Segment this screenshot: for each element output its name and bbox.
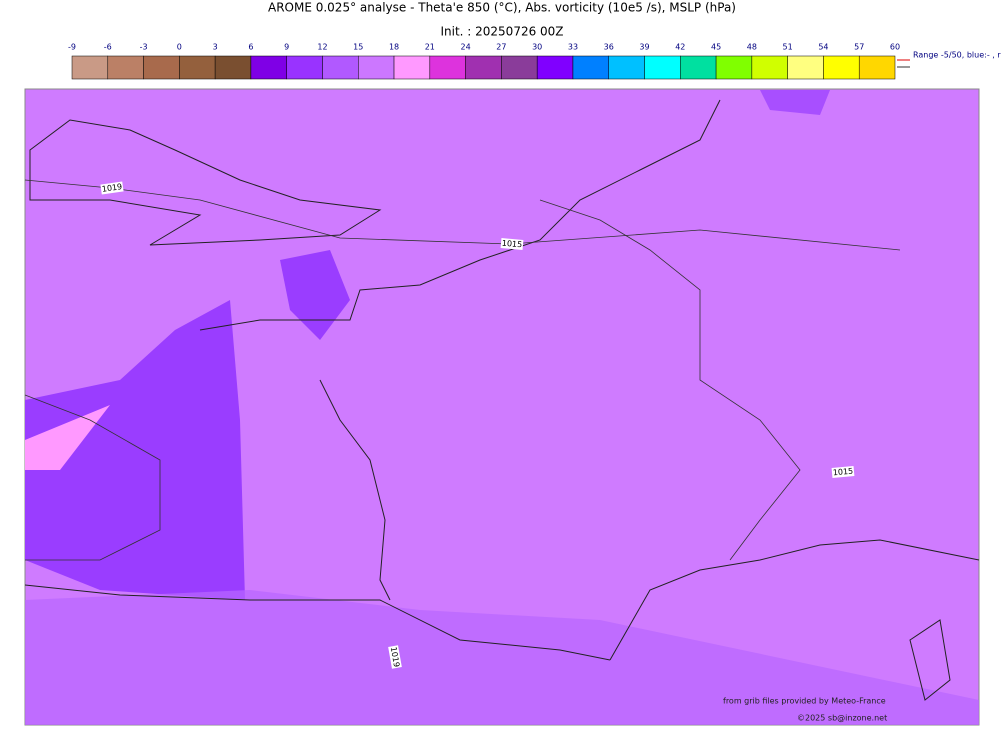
coastline-channel xyxy=(199,99,721,331)
colorbar-segment xyxy=(143,55,180,80)
title: AROME 0.025° analyse - Theta'e 850 (°C),… xyxy=(268,1,736,15)
credit: from grib files provided by Meteo-France xyxy=(723,697,886,706)
colorbar-tick-label: 3 xyxy=(213,43,218,52)
border-east xyxy=(539,199,801,561)
colorbar-segment xyxy=(680,55,717,80)
colorbar-tick-label: 60 xyxy=(890,43,900,52)
colorbar-tick-label: -3 xyxy=(140,43,148,52)
isobar-label-bg xyxy=(831,466,855,478)
isobar-label-group: 1015 xyxy=(500,238,524,250)
warm-patch xyxy=(25,405,110,470)
vorticity-band xyxy=(25,300,245,600)
colorbar-tick-label: 30 xyxy=(532,43,542,52)
map xyxy=(24,88,980,726)
colorbar-tick-label: -9 xyxy=(68,43,76,52)
isobar-label-group: 1019 xyxy=(388,645,402,669)
north-patch xyxy=(760,90,830,115)
isobar-label-bg xyxy=(100,181,124,195)
colorbar-tick-label: 45 xyxy=(711,43,721,52)
isobar-label: 1015 xyxy=(832,467,853,478)
colorbar-segment xyxy=(250,55,287,80)
colorbar-tick-label: 18 xyxy=(389,43,399,52)
corsica xyxy=(909,619,951,701)
colorbar-tick-label: 48 xyxy=(747,43,757,52)
colorbar-tick-label: 15 xyxy=(353,43,363,52)
colorbar-segment xyxy=(465,55,502,80)
colorbar-tick-label: 24 xyxy=(461,43,471,52)
coastline-atlantic xyxy=(319,379,391,601)
colorbar-segment xyxy=(644,55,681,80)
colorbar-segment xyxy=(179,55,216,80)
colorbar-segment xyxy=(214,55,252,80)
colorbar-segment xyxy=(715,55,753,80)
colorbar-segment xyxy=(107,55,144,80)
isobar-label-group: 1019 xyxy=(100,181,124,195)
colorbar-tick-label: 51 xyxy=(783,43,793,52)
colorbar-tick-label: 54 xyxy=(818,43,828,52)
colorbar-tick-label: 57 xyxy=(854,43,864,52)
coastline-spain xyxy=(24,584,611,661)
colorbar-tick-label: 12 xyxy=(317,43,327,52)
credit: ©2025 sb@inzone.net xyxy=(797,714,887,723)
colorbar-tick-label: 21 xyxy=(425,43,435,52)
colorbar-tick-label: 36 xyxy=(604,43,614,52)
range-note: Range -5/50, blue:- , r xyxy=(913,51,1001,60)
coastline-mediterranean xyxy=(609,539,980,661)
vorticity-patch xyxy=(280,250,350,340)
colorbar-segment xyxy=(751,55,788,80)
colorbar-segment xyxy=(536,55,574,80)
colorbar-segment xyxy=(393,55,431,80)
colorbar-segment xyxy=(71,55,109,80)
south-band xyxy=(25,590,979,725)
colorbar-segment xyxy=(858,55,896,80)
colorbar-segment xyxy=(823,55,860,80)
colorbar-segment xyxy=(358,55,395,80)
colorbar-segment xyxy=(501,55,538,80)
colorbar-segment xyxy=(608,55,645,80)
colorbar-tick-label: 42 xyxy=(675,43,685,52)
colorbar-segment xyxy=(787,55,824,80)
isobar-label-bg xyxy=(388,645,402,669)
coastline-uk xyxy=(29,119,382,246)
colorbar-tick-label: 9 xyxy=(284,43,289,52)
isobar-label-bg xyxy=(500,238,524,250)
isobar xyxy=(24,394,161,561)
colorbar-tick-label: 0 xyxy=(177,43,182,52)
isobar-label: 1015 xyxy=(501,239,522,250)
colorbar-tick-label: 27 xyxy=(496,43,506,52)
colorbar-segment xyxy=(572,55,609,80)
isobar-label: 1019 xyxy=(389,646,401,668)
colorbar-tick-label: 33 xyxy=(568,43,578,52)
colorbar-segment xyxy=(322,55,359,80)
isobar-label-group: 1015 xyxy=(831,466,855,478)
colorbar-tick-label: 6 xyxy=(248,43,253,52)
colorbar-segment xyxy=(429,55,466,80)
colorbar-tick-label: 39 xyxy=(639,43,649,52)
isobar-label: 1019 xyxy=(101,182,122,194)
colorbar-tick-label: -6 xyxy=(104,43,112,52)
subtitle: Init. : 20250726 00Z xyxy=(440,25,563,39)
colorbar-segment xyxy=(286,55,323,80)
